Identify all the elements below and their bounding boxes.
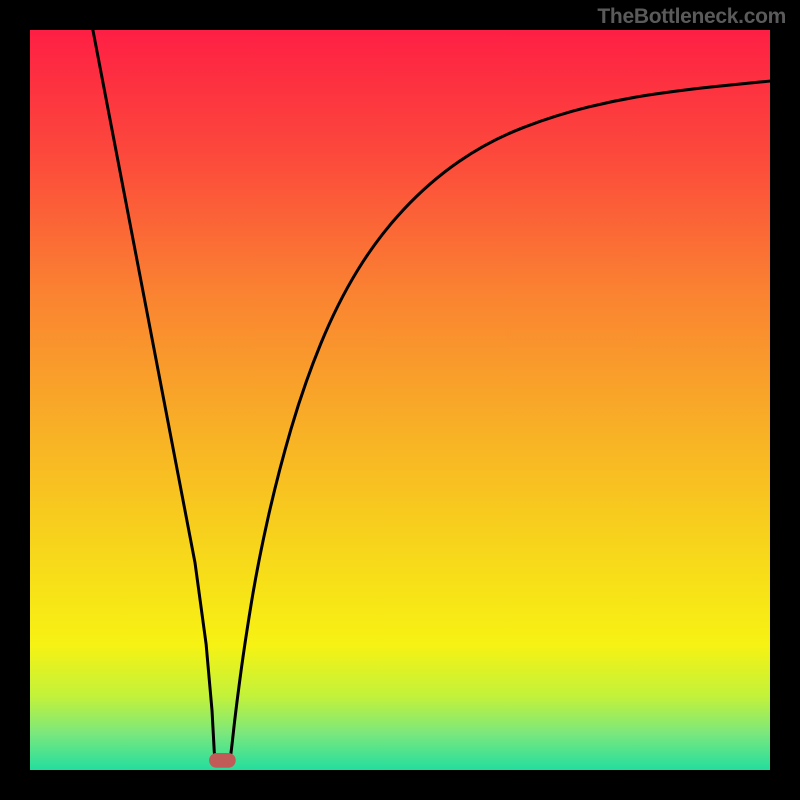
chart-container: TheBottleneck.com <box>0 0 800 800</box>
bottleneck-chart <box>0 0 800 800</box>
watermark-text: TheBottleneck.com <box>597 5 786 29</box>
